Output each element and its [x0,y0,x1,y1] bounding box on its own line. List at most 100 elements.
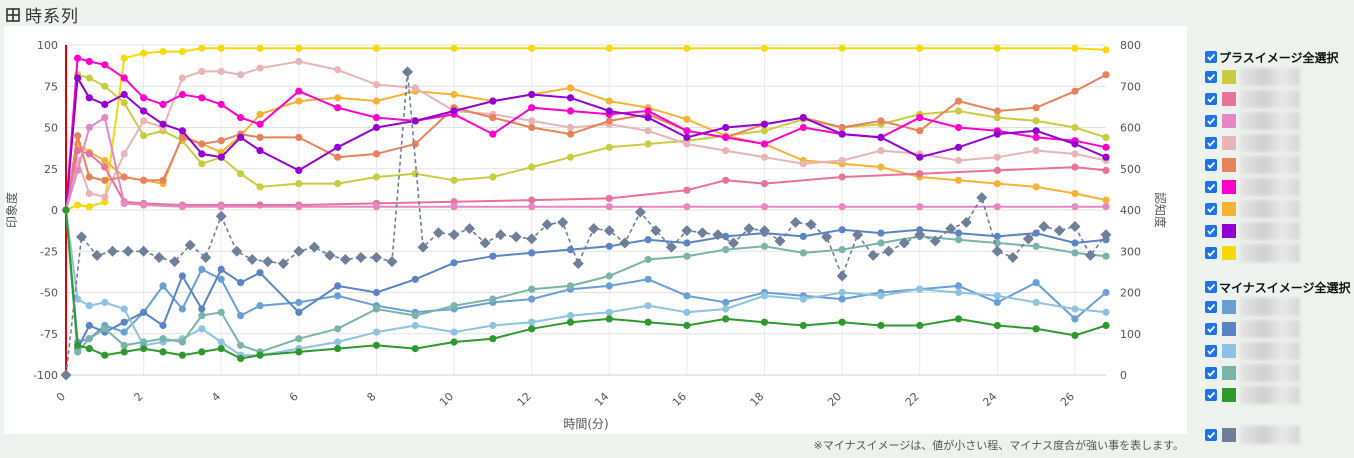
data-point [799,123,807,132]
checkbox-icon[interactable] [1205,159,1217,171]
checkbox-icon[interactable] [1205,51,1217,63]
plus-legend-item[interactable] [1205,154,1354,176]
data-point [85,173,93,181]
data-point [489,173,497,181]
minus-legend-item[interactable] [1205,296,1354,318]
checkbox-icon[interactable] [1205,323,1217,335]
y2-tick-label: 800 [1120,39,1141,52]
x-tick-label: 6 [287,390,301,404]
data-point [1071,315,1079,323]
data-point [256,133,264,141]
plus-legend-item[interactable] [1205,220,1354,242]
data-point [1071,163,1079,171]
data-point [883,245,895,257]
redacted-label [1240,244,1300,262]
minus-legend-item[interactable] [1205,318,1354,340]
checkbox-icon[interactable] [1205,115,1217,127]
checkbox-icon[interactable] [1205,367,1217,379]
data-point [308,241,320,253]
data-point [237,354,245,363]
select-all-minus[interactable]: マイナスイメージ全選択 [1205,278,1354,296]
x-tick-label: 0 [54,390,68,404]
checkbox-icon[interactable] [1205,247,1217,259]
data-point [838,203,846,211]
plus-legend-item[interactable] [1205,110,1354,132]
data-point [976,192,988,204]
checkbox-icon[interactable] [1205,137,1217,149]
data-point [1038,221,1050,232]
data-point [140,117,148,125]
plus-legend-item[interactable] [1205,66,1354,88]
data-point [1032,242,1040,250]
page-header: 時系列 [6,2,79,27]
color-swatch [1222,224,1236,238]
data-point [101,176,109,184]
data-point [295,298,303,306]
color-swatch [1222,180,1236,194]
checkbox-icon[interactable] [1205,345,1217,357]
data-point [929,235,941,247]
minus-legend-item[interactable] [1205,384,1354,406]
minus-legend-item[interactable] [1205,362,1354,384]
data-point [566,318,575,326]
data-point [120,90,128,99]
data-point [954,97,963,105]
data-point [760,120,769,128]
data-point [74,341,82,349]
data-point [262,256,274,268]
checkbox-icon[interactable] [1205,281,1217,293]
color-swatch [1222,92,1236,106]
data-point [605,143,613,151]
checkbox-icon[interactable] [1205,203,1217,215]
series-line [65,209,1107,355]
data-point [101,298,109,306]
checkbox-icon[interactable] [1205,93,1217,105]
data-point [1102,288,1110,297]
legend: プラスイメージ全選択 マイナスイメージ全選択 [1205,48,1354,446]
data-point [372,288,381,297]
data-point [993,232,1001,240]
x-tick-label: 26 [1058,390,1077,409]
select-all-plus[interactable]: プラスイメージ全選択 [1205,48,1354,66]
plus-legend-item[interactable] [1205,88,1354,110]
data-point [1102,166,1110,174]
data-point [1102,46,1110,54]
data-point [760,292,769,300]
data-point [510,231,522,243]
checkbox-icon[interactable] [1205,301,1217,313]
data-point [140,107,148,115]
data-point [450,176,458,184]
data-point [85,203,93,211]
data-point [295,335,303,343]
checkbox-icon[interactable] [1205,71,1217,83]
data-point [605,44,613,52]
data-point [1102,71,1110,79]
data-point [1032,104,1040,112]
data-point [993,44,1001,52]
minus-legend-item[interactable] [1205,340,1354,362]
data-point [489,252,497,260]
checkbox-icon[interactable] [1205,429,1217,441]
data-point [1032,183,1040,191]
data-point [528,163,536,171]
data-point [74,166,82,174]
plus-legend-item[interactable] [1205,198,1354,220]
x-tick-label: 14 [592,390,611,409]
data-point [120,318,128,326]
checkbox-icon[interactable] [1205,389,1217,401]
data-point [256,120,264,128]
plus-legend-item[interactable] [1205,132,1354,154]
checkbox-icon[interactable] [1205,225,1217,237]
data-point [450,259,458,267]
data-point [372,203,381,211]
data-point [650,225,662,237]
plus-legend-item[interactable] [1205,176,1354,198]
data-point [401,66,413,78]
plus-legend-item[interactable] [1205,242,1354,264]
data-point [85,123,93,132]
data-point [1032,325,1040,333]
extra-legend-item[interactable] [1205,424,1354,446]
data-point [101,61,109,69]
data-point [838,156,846,165]
checkbox-icon[interactable] [1205,181,1217,193]
